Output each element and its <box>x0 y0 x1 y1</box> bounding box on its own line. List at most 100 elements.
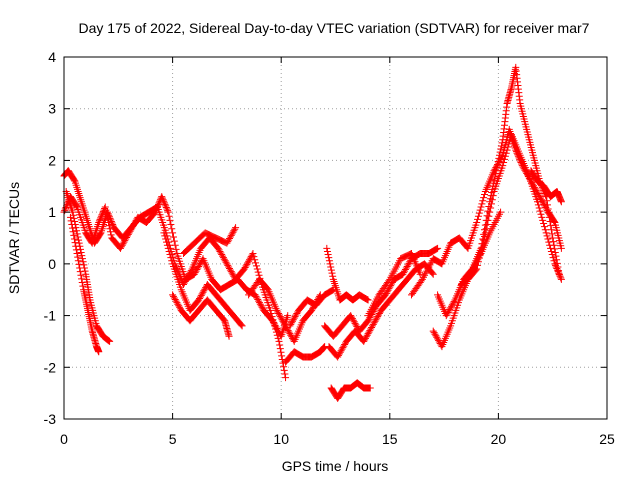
data-point <box>70 235 78 243</box>
data-point <box>280 366 288 374</box>
data-point <box>237 321 245 329</box>
data-point <box>161 200 169 208</box>
data-point <box>493 164 501 172</box>
data-point <box>170 237 178 245</box>
data-point <box>501 152 509 160</box>
data-point <box>227 231 235 239</box>
data-point <box>226 233 234 241</box>
data-point <box>539 199 547 207</box>
data-point <box>276 341 284 349</box>
data-point <box>347 312 355 320</box>
data-point <box>254 268 262 276</box>
data-point <box>229 271 237 279</box>
data-point <box>286 330 294 338</box>
data-point <box>484 216 492 224</box>
data-point <box>292 311 300 319</box>
data-point <box>434 336 442 344</box>
data-point <box>489 192 497 200</box>
data-point <box>496 148 504 156</box>
data-point <box>74 253 82 261</box>
data-point <box>214 244 222 252</box>
data-point <box>338 345 346 353</box>
x-tick-label: 25 <box>599 431 615 447</box>
data-point <box>278 316 286 324</box>
data-point <box>487 204 495 212</box>
data-point <box>167 221 175 229</box>
data-point <box>366 384 374 392</box>
data-point <box>252 262 260 270</box>
data-point <box>109 221 117 229</box>
data-point <box>553 265 561 273</box>
data-point <box>500 155 508 163</box>
data-point <box>242 262 250 270</box>
x-axis-label: GPS time / hours <box>282 458 389 474</box>
data-point <box>429 327 437 335</box>
data-point <box>534 201 542 209</box>
data-point <box>323 247 331 255</box>
data-point <box>231 225 239 233</box>
data-point <box>225 332 233 340</box>
data-point <box>96 230 104 238</box>
data-point <box>349 316 357 324</box>
axis-ticks <box>63 56 608 420</box>
data-point <box>69 208 77 216</box>
data-point <box>483 212 491 220</box>
data-point <box>505 140 513 148</box>
data-point <box>158 194 166 202</box>
chart-title: Day 175 of 2022, Sidereal Day-to-day VTE… <box>79 20 590 36</box>
data-point <box>165 247 173 255</box>
data-point <box>504 143 512 151</box>
data-point <box>540 220 548 228</box>
data-point <box>257 302 265 310</box>
data-point <box>170 294 178 302</box>
data-point <box>486 208 494 216</box>
data-point <box>374 313 382 321</box>
data-point <box>200 287 208 295</box>
data-point <box>480 191 488 199</box>
data-point <box>74 257 82 265</box>
data-point <box>430 329 438 337</box>
data-point <box>78 275 86 283</box>
data-point <box>494 157 502 165</box>
data-point <box>287 331 295 339</box>
data-point <box>193 266 201 274</box>
data-point <box>225 263 233 271</box>
data-point <box>256 300 264 308</box>
data-point <box>533 198 541 206</box>
x-tick-label: 0 <box>60 431 68 447</box>
data-point <box>548 251 556 259</box>
data-point <box>383 288 391 296</box>
data-point <box>104 210 112 218</box>
data-point <box>473 218 481 226</box>
data-point <box>545 238 553 246</box>
data-point <box>402 264 410 272</box>
data-point <box>232 224 240 232</box>
data-point <box>104 336 112 344</box>
data-point <box>240 265 248 273</box>
data-point <box>353 322 361 330</box>
data-point <box>248 251 256 259</box>
data-point <box>160 199 168 207</box>
data-point <box>477 203 485 211</box>
data-point <box>540 223 548 231</box>
data-point <box>499 162 507 170</box>
data-point <box>275 310 283 318</box>
data-point <box>162 202 170 210</box>
data-point <box>107 217 115 225</box>
data-point <box>555 269 563 277</box>
data-point <box>324 251 332 259</box>
data-point <box>446 305 454 313</box>
data-point <box>192 267 200 275</box>
data-point <box>68 224 76 232</box>
data-point <box>371 317 379 325</box>
data-point <box>434 335 442 343</box>
data-point <box>73 250 81 258</box>
data-point <box>105 211 113 219</box>
data-point <box>546 241 554 249</box>
data-point <box>79 258 87 266</box>
data-point <box>268 313 276 321</box>
data-point <box>215 246 223 254</box>
data-point <box>549 238 557 246</box>
data-point <box>362 333 370 341</box>
data-point <box>73 227 81 235</box>
